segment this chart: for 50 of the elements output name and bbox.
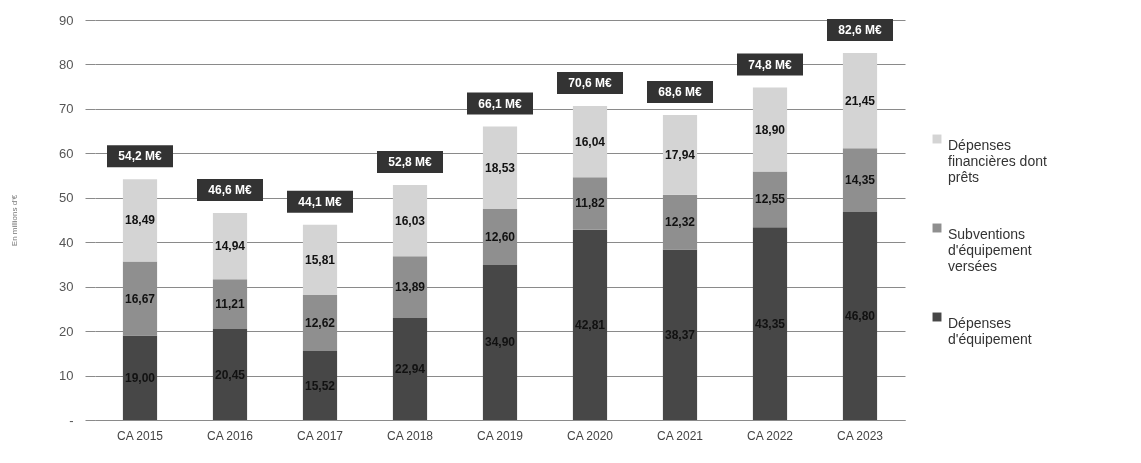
data-label: 11,82 [575, 196, 606, 211]
data-label: 18,90 [754, 122, 786, 137]
x-tick-label: CA 2016 [206, 428, 254, 443]
x-tick-label: CA 2022 [746, 428, 794, 443]
x-tick-label: CA 2017 [296, 428, 344, 443]
total-label: 70,6 M€ [568, 75, 613, 90]
data-label: 14,94 [214, 239, 246, 254]
total-label: 44,1 M€ [298, 194, 343, 209]
legend-label: Dépenses financières dont prêts [948, 137, 1047, 185]
total-label: 46,6 M€ [208, 182, 253, 197]
x-tick-label: CA 2015 [116, 428, 164, 443]
data-label: 18,49 [124, 213, 156, 228]
data-label: 12,60 [484, 229, 516, 244]
y-tick-label: 70 [59, 101, 74, 117]
data-label: 21,45 [844, 93, 876, 108]
x-tick-label: CA 2023 [836, 428, 884, 443]
data-label: 16,03 [394, 213, 426, 228]
total-label: 82,6 M€ [838, 22, 883, 37]
data-label: 17,94 [664, 147, 696, 162]
total-label: 68,6 M€ [658, 84, 703, 99]
data-label: 16,67 [124, 291, 156, 306]
x-tick-label: CA 2019 [476, 428, 524, 443]
y-tick-label: - [69, 412, 74, 428]
total-label: 74,8 M€ [748, 57, 793, 72]
total-label: 52,8 M€ [388, 155, 433, 170]
y-tick-label: 20 [59, 323, 74, 339]
data-label: 14,35 [844, 173, 876, 188]
legend-label: Subventions d'équipement versées [948, 226, 1032, 274]
data-label: 12,62 [304, 315, 336, 330]
x-tick-label: CA 2021 [656, 428, 704, 443]
legend-label: Dépenses d'équipement [948, 315, 1032, 347]
x-tick-label: CA 2018 [386, 428, 434, 443]
x-tick-label: CA 2020 [566, 428, 614, 443]
data-label: 11,21 [215, 297, 246, 312]
data-label: 13,89 [394, 280, 426, 295]
data-label: 15,81 [304, 252, 336, 267]
data-label: 16,04 [574, 134, 606, 149]
y-tick-label: 30 [59, 279, 74, 295]
data-label: 18,53 [484, 160, 516, 175]
total-label: 66,1 M€ [478, 96, 523, 111]
y-tick-label: 80 [59, 56, 74, 72]
y-tick-label: 50 [59, 190, 74, 206]
data-label: 12,55 [754, 192, 786, 207]
y-tick-label: 10 [59, 368, 74, 384]
total-label: 54,2 M€ [118, 149, 163, 164]
y-tick-label: 90 [59, 12, 74, 28]
y-tick-label: 40 [59, 234, 74, 250]
y-axis-title: En millions d'€ [10, 194, 20, 247]
data-label: 12,32 [664, 215, 696, 230]
y-tick-label: 60 [59, 145, 74, 161]
